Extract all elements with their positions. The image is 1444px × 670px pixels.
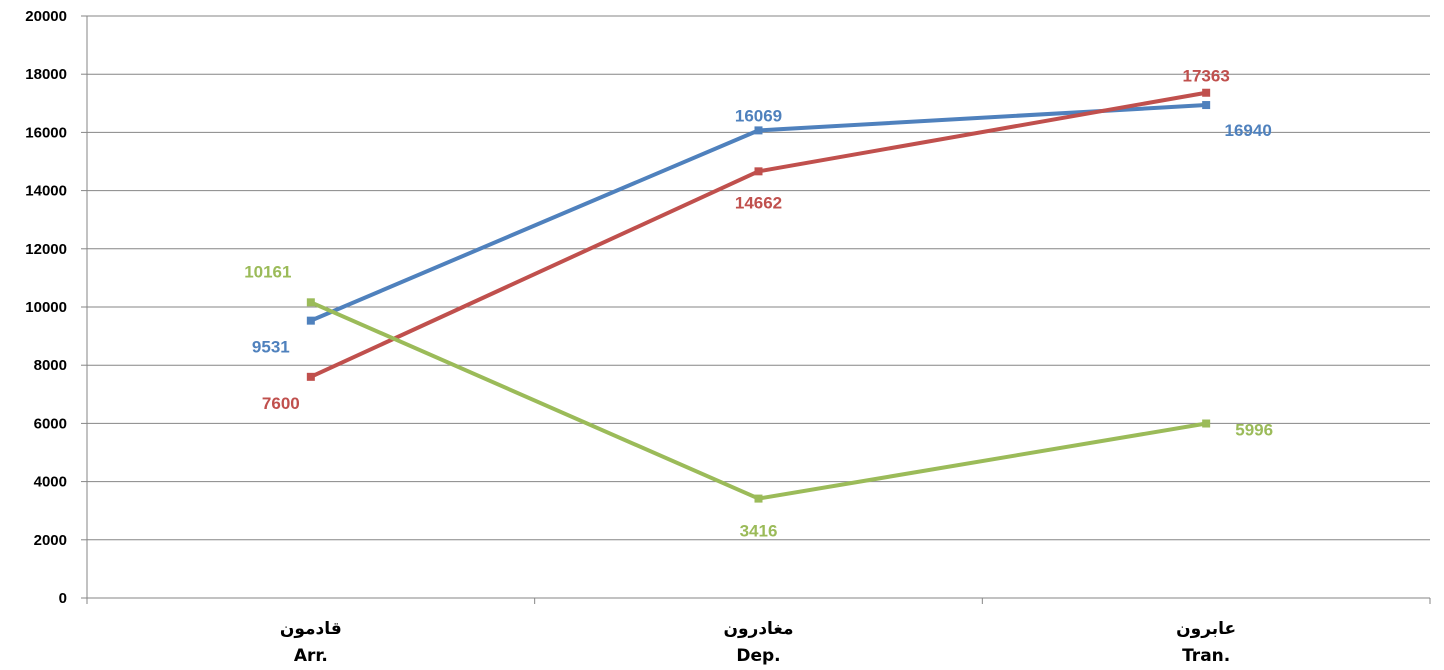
y-axis-tick-labels: 0 2000 4000 6000 8000 10000 12000 14000 16000 180…	[25, 8, 67, 607]
y-tick-label: 8000	[34, 357, 67, 374]
category-label-arabic: عابرون	[1176, 619, 1236, 639]
data-point-marker	[754, 126, 763, 135]
y-tick-label: 4000	[34, 474, 67, 491]
axes	[81, 15, 1431, 604]
data-label: 5996	[1235, 421, 1273, 440]
data-label: 10161	[244, 262, 291, 281]
data-point-marker	[1202, 101, 1211, 110]
x-axis-category-labels: قادمون Arr. مغادرون Dep. عابرون Tran.	[280, 619, 1236, 666]
data-label: 3416	[740, 522, 778, 541]
series-markers	[306, 88, 1211, 503]
y-tick-label: 18000	[25, 66, 67, 83]
y-tick-label: 6000	[34, 415, 67, 432]
category-label-arabic: مغادرون	[723, 619, 793, 639]
data-point-marker	[1202, 419, 1211, 428]
data-label: 17363	[1183, 67, 1230, 86]
category-label-english: Arr.	[294, 646, 328, 666]
data-label: 16940	[1225, 121, 1272, 140]
data-label: 14662	[735, 193, 782, 212]
data-labels: 9531 16069 16940 7600 14662 17363 10161 3416 599…	[244, 67, 1273, 541]
y-tick-label: 10000	[25, 299, 67, 316]
series-line-2	[308, 90, 1209, 379]
category-label-arabic: قادمون	[280, 619, 342, 639]
data-point-marker	[306, 298, 315, 307]
gridlines	[87, 15, 1430, 541]
data-label: 9531	[252, 338, 290, 357]
data-label: 16069	[735, 106, 782, 125]
category-label-english: Dep.	[736, 646, 780, 666]
data-point-marker	[306, 372, 315, 381]
y-tick-label: 0	[59, 590, 67, 607]
y-tick-label: 16000	[25, 124, 67, 141]
data-point-marker	[306, 316, 315, 325]
y-tick-label: 12000	[25, 241, 67, 258]
data-point-marker	[1202, 88, 1211, 97]
series-lines	[308, 90, 1209, 501]
y-tick-label: 14000	[25, 183, 67, 200]
series-line-1	[308, 103, 1209, 323]
y-tick-label: 20000	[25, 8, 67, 25]
data-point-marker	[754, 167, 763, 176]
series-line-3	[308, 300, 1209, 501]
data-point-marker	[754, 494, 763, 503]
category-label-english: Tran.	[1182, 646, 1230, 666]
data-label: 7600	[262, 394, 300, 413]
y-tick-label: 2000	[34, 532, 67, 549]
